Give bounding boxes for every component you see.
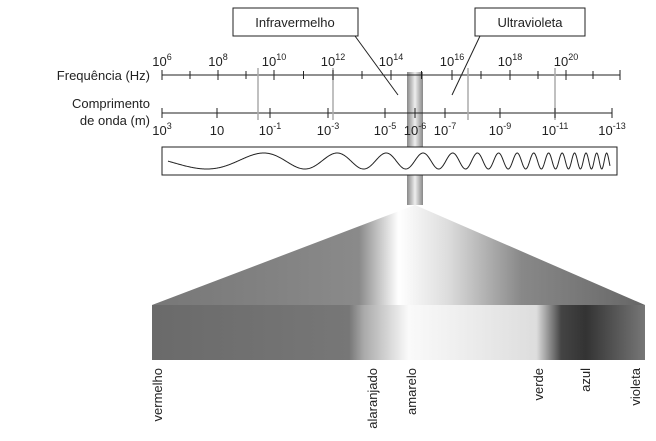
- tick-exp: 14: [393, 52, 403, 62]
- tick-base: 10: [152, 123, 166, 138]
- tick-label: 1018: [498, 52, 522, 69]
- tick-base: 10: [374, 123, 388, 138]
- tick-exp: -7: [448, 121, 456, 131]
- tick-label: 10-6: [404, 121, 426, 138]
- color-label: verde: [531, 368, 546, 401]
- tick-label: 10-1: [259, 121, 281, 138]
- pointer: [354, 35, 399, 96]
- tick-base: 10: [404, 123, 418, 138]
- frequency-label: Frequência (Hz): [57, 68, 150, 83]
- tick-label: 10-3: [317, 121, 339, 138]
- color-label: vermelho: [150, 368, 165, 421]
- tick-label: 10: [210, 123, 224, 138]
- tick-exp: 3: [167, 121, 172, 131]
- tick-exp: 8: [223, 52, 228, 62]
- tick-base: 10: [321, 54, 335, 69]
- tick-exp: -6: [418, 121, 426, 131]
- fan: [152, 205, 645, 305]
- tick-base: 10: [210, 123, 224, 138]
- tick-exp: 16: [454, 52, 464, 62]
- ultraviolet-box: [474, 7, 586, 37]
- wavelength-label: Comprimento: [72, 96, 150, 111]
- tick-base: 10: [434, 123, 448, 138]
- tick-exp: -3: [331, 121, 339, 131]
- color-label: amarelo: [404, 368, 419, 415]
- tick-base: 10: [259, 123, 273, 138]
- tick-exp: 12: [335, 52, 345, 62]
- tick-label: 1010: [262, 52, 286, 69]
- tick-base: 10: [542, 123, 556, 138]
- tick-base: 10: [152, 54, 166, 69]
- color-label: alaranjado: [365, 368, 380, 429]
- tick-base: 10: [489, 123, 503, 138]
- wavelength-label: de onda (m): [80, 113, 150, 128]
- tick-label: 108: [208, 52, 227, 69]
- tick-base: 10: [262, 54, 276, 69]
- ultraviolet-label: Ultravioleta: [497, 15, 563, 30]
- tick-label: 10-7: [434, 121, 456, 138]
- tick-exp: -5: [388, 121, 396, 131]
- tick-label: 1020: [554, 52, 578, 69]
- visible-band: [152, 305, 645, 360]
- tick-base: 10: [598, 123, 612, 138]
- wave-box: [161, 146, 618, 176]
- beam: [407, 72, 423, 205]
- tick-label: 10-5: [374, 121, 396, 138]
- tick-exp: -9: [503, 121, 511, 131]
- tick-exp: -13: [613, 121, 626, 131]
- tick-base: 10: [317, 123, 331, 138]
- tick-base: 10: [379, 54, 393, 69]
- tick-label: 10-9: [489, 121, 511, 138]
- tick-label: 1012: [321, 52, 345, 69]
- tick-base: 10: [498, 54, 512, 69]
- tick-exp: -11: [556, 121, 568, 131]
- tick-label: 1016: [440, 52, 464, 69]
- tick-label: 103: [152, 121, 171, 138]
- tick-exp: 20: [568, 52, 578, 62]
- tick-exp: 18: [512, 52, 522, 62]
- wave: [167, 152, 611, 170]
- infrared-box: [232, 7, 359, 37]
- tick-label: 10-11: [542, 121, 569, 138]
- tick-exp: 6: [167, 52, 172, 62]
- tick-base: 10: [208, 54, 222, 69]
- infrared-label: Infravermelho: [255, 15, 334, 30]
- tick-exp: -1: [273, 121, 281, 131]
- tick-base: 10: [554, 54, 568, 69]
- tick-label: 106: [152, 52, 171, 69]
- tick-label: 10-13: [598, 121, 625, 138]
- tick-base: 10: [440, 54, 454, 69]
- color-label: azul: [578, 368, 593, 392]
- tick-exp: 10: [276, 52, 286, 62]
- tick-label: 1014: [379, 52, 403, 69]
- color-label: violeta: [628, 367, 643, 405]
- pointer: [451, 35, 481, 96]
